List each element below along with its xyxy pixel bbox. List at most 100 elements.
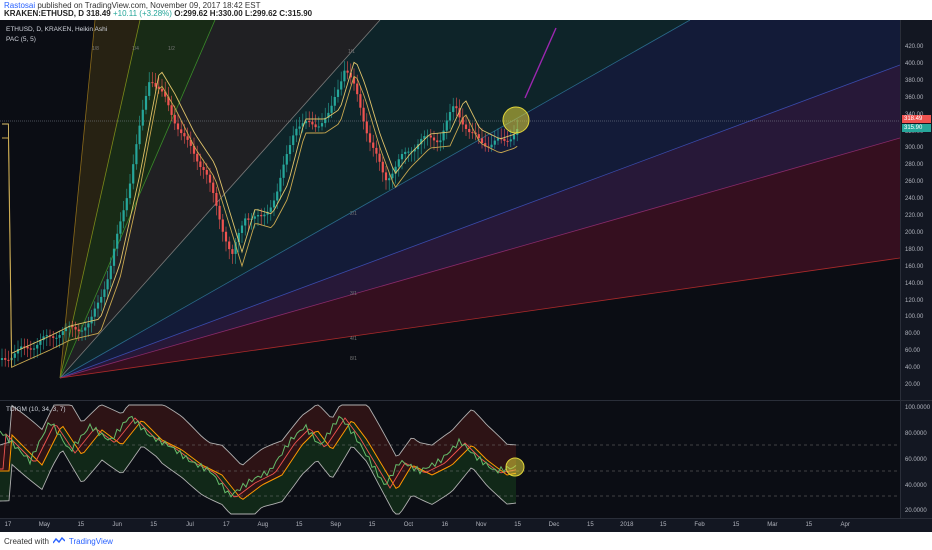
osc-legend: TDIGM (10, 34, 3, 7): [6, 406, 66, 413]
main-chart-svg: 1/8 1/4 1/2 1/1 2/1 3/1 4/1 8/1: [0, 20, 900, 379]
candle-body: [308, 121, 311, 123]
price-tick: 120.00: [905, 297, 924, 304]
candle-body: [327, 112, 330, 118]
candle-body: [167, 96, 170, 106]
candle-body: [269, 207, 272, 212]
candle-body: [295, 128, 298, 136]
candle-body: [116, 233, 119, 249]
candle-body: [509, 139, 512, 142]
price-tick: 360.00: [905, 94, 924, 101]
candle-body: [212, 182, 215, 193]
candle-body: [218, 205, 221, 220]
candle-body: [378, 153, 381, 162]
candle-body: [106, 279, 109, 290]
oscillator-pane[interactable]: TDIGM (10, 34, 3, 7): [0, 401, 900, 518]
price-tick: 200.00: [905, 229, 924, 236]
price-tick: 180.00: [905, 246, 924, 253]
fan-labels-group: 1/8 1/4 1/2 1/1 2/1 3/1 4/1 8/1: [92, 46, 357, 362]
pane-separator[interactable]: [0, 400, 932, 401]
price-axis[interactable]: 420.00400.00380.00360.00340.00320.00300.…: [900, 20, 932, 400]
main-chart-pane[interactable]: 1/8 1/4 1/2 1/1 2/1 3/1 4/1 8/1 ETHUSD, D, KRAK…: [0, 20, 900, 400]
price-tick: 20.00: [905, 382, 921, 388]
candle-body: [96, 302, 100, 309]
osc-lower-band: [0, 446, 517, 515]
tradingview-brand-link[interactable]: TradingView: [68, 536, 113, 546]
time-tick: 15: [732, 522, 740, 528]
price-tick: 260.00: [905, 179, 924, 186]
candle-body: [314, 124, 317, 128]
time-axis[interactable]: 17 May 15 Jun 15 Jul 17 Aug 15 Sep 15 Oct 16 Nov 15 Dec…: [0, 518, 932, 532]
symbol-name: KRAKEN:ETHUSD: [4, 9, 74, 18]
candle-body: [0, 358, 4, 360]
symbol-interval: D: [78, 9, 85, 18]
candle-body: [224, 231, 228, 242]
candle-body: [471, 132, 474, 134]
candle-body: [356, 83, 359, 95]
price-tick: 420.00: [905, 44, 924, 50]
time-tick: 15: [659, 522, 667, 528]
candle-body: [416, 144, 420, 150]
fan-line-1: [59, 20, 96, 379]
osc-tick: 100.0000: [905, 405, 931, 411]
fan-label: 1/8: [92, 46, 99, 52]
price-tick: 380.00: [905, 77, 924, 84]
candle-body: [148, 82, 151, 96]
candle-body: [324, 117, 327, 124]
candle-body: [221, 219, 224, 232]
candle-body: [74, 326, 77, 330]
candle-body: [16, 348, 20, 354]
candle-body: [445, 120, 448, 131]
candle-body: [292, 135, 295, 146]
candle-body: [436, 140, 439, 143]
candle-body: [189, 139, 192, 146]
time-tick: 15: [77, 522, 85, 528]
candle-body: [164, 91, 167, 97]
price-tick: 160.00: [905, 263, 924, 270]
candle-body: [29, 348, 32, 350]
candle-body: [122, 210, 125, 222]
candle-body: [192, 145, 196, 154]
time-tick: Mar: [767, 522, 778, 528]
candle-body: [304, 121, 308, 124]
candle-body: [32, 348, 36, 350]
candle-body: [260, 215, 263, 217]
candle-body: [407, 151, 410, 153]
candle-body: [186, 136, 189, 140]
candle-body: [484, 143, 487, 147]
candle-body: [71, 325, 74, 327]
candle-body: [234, 242, 237, 254]
candle-body: [23, 346, 26, 348]
candle-body: [452, 106, 455, 113]
time-tick: Dec: [548, 522, 560, 528]
candle-body: [320, 123, 324, 127]
candle-body: [103, 289, 106, 297]
publish-line: Rastosai published on TradingView.com, N…: [4, 2, 928, 10]
candle-body: [183, 133, 186, 137]
tradingview-logo-icon: [52, 537, 65, 544]
time-tick: Aug: [257, 522, 269, 528]
candle-body: [138, 125, 141, 145]
candle-body: [317, 126, 320, 128]
high-value: H:330.00: [209, 9, 243, 18]
osc-band-fill-low: [0, 421, 516, 514]
footer: Created with TradingView: [0, 532, 932, 550]
osc-mid-line: [0, 420, 517, 500]
candle-body: [128, 183, 132, 199]
main-legend: ETHUSD, D, KRAKEN, Heikin Ashi: [6, 26, 108, 33]
candle-body: [228, 241, 231, 250]
candle-body: [282, 164, 285, 178]
candle-body: [87, 323, 90, 328]
candle-body: [244, 218, 247, 226]
candle-body: [429, 135, 432, 138]
fan-line-7: [59, 137, 900, 379]
candle-body: [480, 138, 484, 144]
osc-axis[interactable]: 100.0000 80.0000 60.0000 40.0000 20.0000: [900, 401, 932, 518]
time-tick: 15: [150, 522, 157, 528]
fan-zone-5: [60, 20, 900, 378]
candle-body: [477, 134, 480, 139]
candle-body: [359, 94, 362, 108]
candle-body: [400, 154, 404, 160]
author-link[interactable]: Rastosai: [4, 1, 36, 10]
highlight-circle: [502, 106, 530, 134]
time-tick: 15: [805, 522, 813, 528]
